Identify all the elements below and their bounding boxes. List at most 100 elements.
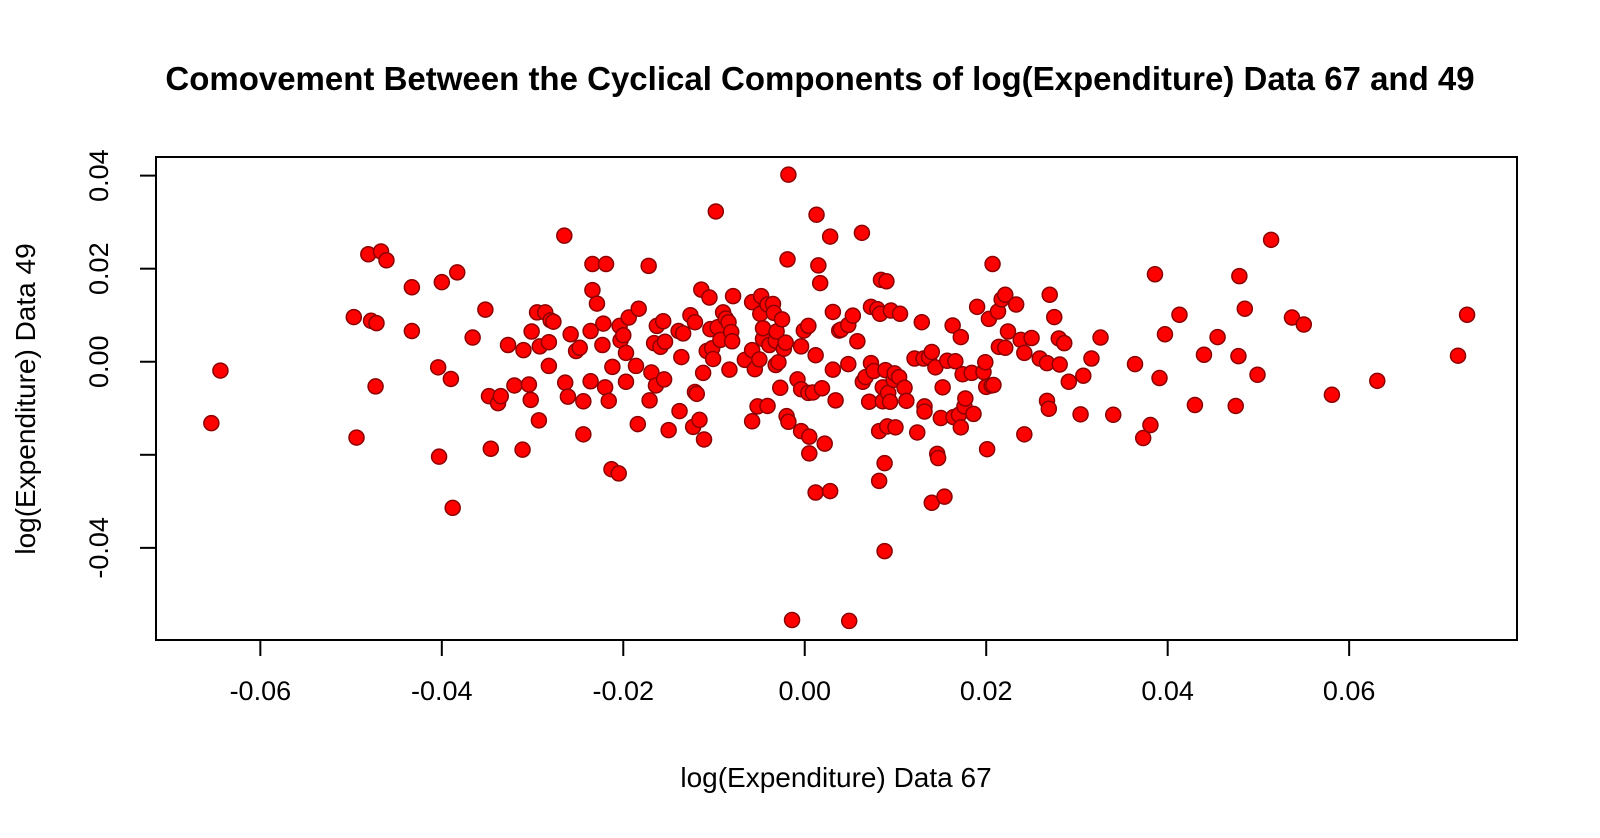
data-point (523, 323, 540, 340)
data-point (780, 166, 797, 183)
data-point (999, 323, 1017, 340)
data-point (492, 387, 510, 405)
data-point (810, 257, 827, 274)
y-tick-label: 0.04 (84, 149, 114, 202)
data-point (813, 380, 831, 397)
data-point (723, 333, 741, 350)
data-point (688, 385, 706, 403)
data-point (984, 255, 1001, 273)
data-point (824, 303, 842, 321)
data-point (876, 454, 893, 472)
data-point (627, 357, 645, 375)
data-point (1055, 334, 1073, 352)
data-point (615, 326, 632, 344)
data-point (724, 287, 742, 305)
data-point (582, 322, 599, 340)
data-point (821, 482, 839, 500)
data-point (1126, 355, 1144, 373)
data-point (1007, 296, 1025, 313)
data-point (1262, 231, 1280, 249)
data-point (965, 405, 982, 423)
data-point (600, 392, 618, 410)
data-point (617, 344, 635, 362)
data-point (773, 311, 791, 328)
data-point (671, 402, 688, 420)
data-point (997, 286, 1014, 303)
data-point (821, 228, 839, 245)
data-point (691, 411, 708, 429)
data-point (704, 350, 722, 368)
data-point (876, 542, 893, 560)
y-tick-label: 0.02 (84, 242, 114, 295)
data-point (506, 377, 523, 394)
data-point (944, 317, 961, 334)
data-point (1231, 267, 1248, 285)
data-point (860, 393, 878, 411)
data-point (936, 488, 953, 505)
data-point (403, 322, 421, 340)
data-point (800, 317, 817, 335)
data-point (1051, 356, 1068, 373)
data-point (367, 378, 384, 395)
data-point (582, 373, 599, 390)
x-tick-label: -0.06 (230, 676, 292, 706)
data-point (433, 273, 451, 291)
data-point (977, 353, 994, 371)
data-point (629, 415, 647, 433)
data-point (212, 362, 229, 379)
data-point (1060, 373, 1078, 390)
data-point (1040, 400, 1058, 417)
data-point (952, 328, 970, 346)
data-point (997, 339, 1014, 357)
data-point (515, 341, 532, 359)
data-point (1092, 329, 1109, 346)
data-point (545, 313, 562, 330)
data-point (694, 364, 712, 382)
data-point (522, 391, 539, 409)
data-point (429, 359, 447, 376)
data-points (203, 166, 1476, 630)
data-point (801, 445, 818, 462)
data-point (824, 361, 842, 378)
data-point (934, 379, 951, 396)
data-point (348, 429, 365, 446)
data-point (743, 413, 761, 430)
data-point (701, 289, 718, 306)
data-point (597, 255, 615, 273)
data-point (596, 379, 614, 396)
data-point (801, 428, 818, 445)
data-point (898, 392, 915, 410)
data-point (556, 227, 573, 244)
data-point (853, 224, 871, 242)
data-point (792, 338, 810, 355)
data-point (878, 272, 895, 290)
chart-title: Comovement Between the Cyclical Componen… (165, 60, 1474, 97)
data-point (1156, 326, 1174, 343)
data-point (575, 426, 592, 443)
data-point (923, 343, 941, 361)
data-point (751, 351, 768, 368)
data-point (368, 314, 385, 332)
data-point (641, 392, 658, 409)
data-point (913, 313, 931, 331)
data-point (844, 307, 862, 324)
data-point (759, 397, 776, 415)
data-point (562, 326, 579, 343)
x-axis-label: log(Expenditure) Data 67 (680, 762, 991, 793)
data-point (721, 361, 738, 378)
data-point (1083, 350, 1100, 367)
data-point (1295, 316, 1313, 333)
data-point (849, 333, 866, 350)
data-point (571, 339, 588, 357)
data-point (203, 414, 220, 432)
x-tick-label: 0.06 (1323, 676, 1376, 706)
data-point (771, 379, 789, 397)
data-point (780, 413, 797, 431)
data-point (840, 355, 857, 373)
y-axis-label: log(Expenditure) Data 49 (10, 243, 41, 554)
x-tick-label: -0.02 (593, 676, 655, 706)
data-point (1104, 406, 1122, 424)
data-point (514, 441, 531, 458)
data-point (1227, 397, 1244, 415)
